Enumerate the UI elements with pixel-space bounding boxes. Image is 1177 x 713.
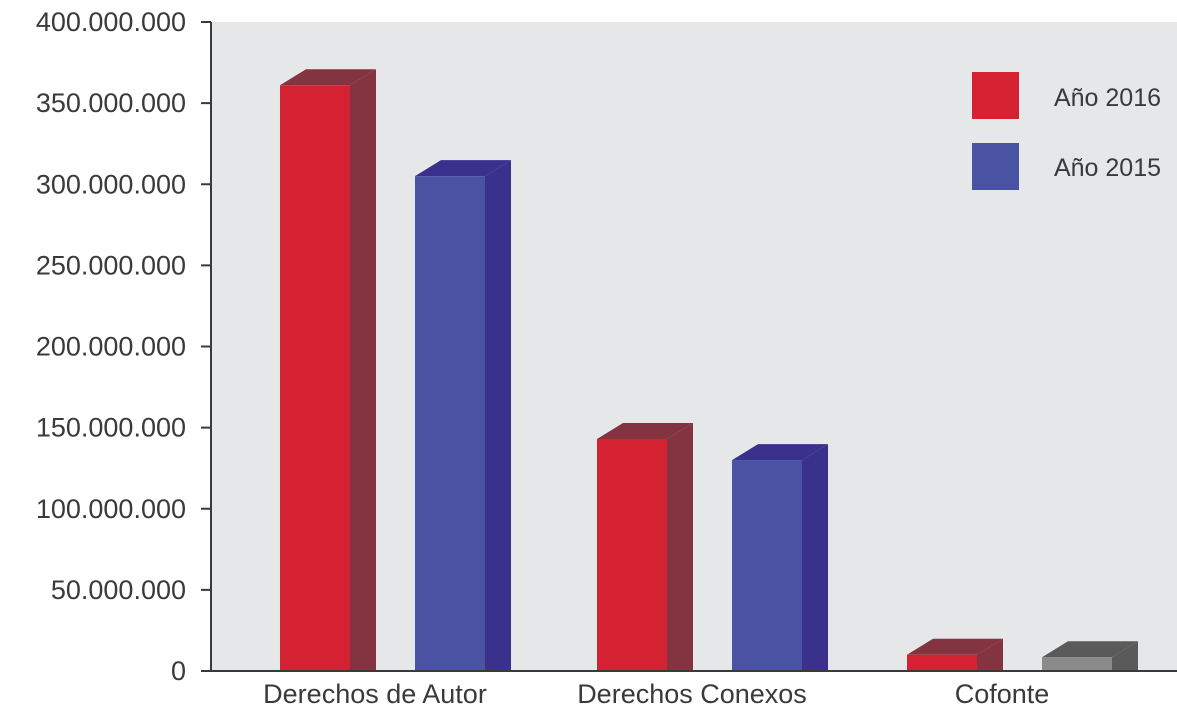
bar-top-face [732, 444, 828, 461]
y-tick-label: 150.000.000 [36, 413, 186, 443]
bar-side-face [667, 422, 693, 670]
bar-side-face [350, 69, 376, 671]
bar-side-face [977, 638, 1003, 670]
bar-2015-2 [732, 444, 828, 670]
bar-side-face [485, 160, 511, 670]
bar-2016-3 [907, 638, 1003, 670]
bar-front-face [907, 654, 977, 670]
bar-top-face [907, 638, 1003, 655]
y-tick-label: 300.000.000 [36, 169, 186, 199]
legend-swatch-2015 [972, 143, 1019, 190]
category-label: Derechos de Autor [263, 679, 487, 708]
bar-front-face [415, 176, 485, 670]
bar-front-face [280, 85, 350, 671]
y-tick-label: 200.000.000 [36, 332, 186, 362]
y-tick-label: 50.000.000 [51, 575, 186, 605]
bar-front-face [732, 460, 802, 670]
bar-top-face [597, 422, 693, 439]
y-tick-label: 350.000.000 [36, 88, 186, 118]
bar-front-face [1042, 657, 1112, 670]
y-tick-label: 400.000.000 [36, 7, 186, 37]
bar-2015-1 [415, 160, 511, 670]
bar-top-face [280, 69, 376, 86]
legend-swatch-2016 [972, 72, 1019, 119]
legend-label-2015: Año 2015 [1054, 154, 1161, 182]
bar-2015-3 [1042, 641, 1138, 670]
y-tick-label: 250.000.000 [36, 250, 186, 280]
category-label: Derechos Conexos [577, 679, 807, 708]
y-tick-label: 100.000.000 [36, 494, 186, 524]
bar-side-face [802, 444, 828, 670]
bar-2016-1 [280, 69, 376, 671]
bar-front-face [597, 438, 667, 670]
bar-top-face [415, 160, 511, 177]
bar-side-face [1112, 641, 1138, 670]
bar-top-face [1042, 641, 1138, 658]
legend-label-2016: Año 2016 [1054, 84, 1161, 112]
bar-2016-2 [597, 422, 693, 670]
category-label: Cofonte [955, 679, 1050, 708]
y-tick-label: 0 [171, 656, 186, 686]
